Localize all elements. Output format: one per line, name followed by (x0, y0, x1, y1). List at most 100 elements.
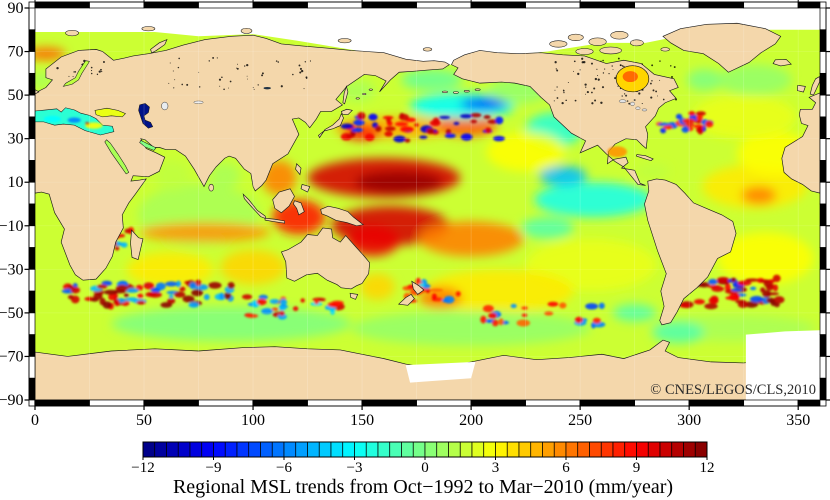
colorbar-cell (448, 441, 461, 458)
colorbar-cell (365, 441, 379, 458)
x-tick-label: 300 (677, 412, 701, 429)
eddy-acc-indian (258, 294, 269, 300)
frame-segment-right (819, 138, 827, 161)
y-tick-label: −90 (0, 392, 24, 409)
lake-dot (657, 95, 658, 97)
eddy-agulhas (203, 294, 210, 301)
island-arctic-island (575, 48, 594, 55)
eddy-kuroshio (426, 128, 435, 135)
marginal-sea-blobs (43, 115, 628, 158)
eddy-acc-indian (325, 306, 337, 311)
island-aleutians (442, 90, 448, 93)
colorbar-cell (683, 441, 696, 458)
land-new-guinea (320, 205, 364, 227)
eddy-agulhas (176, 280, 181, 288)
colorbar-cell (142, 441, 156, 458)
lake-dot (602, 59, 604, 62)
eddy-gulf-stream (688, 111, 696, 116)
lake-dot (198, 86, 201, 88)
frame-segment-bottom (361, 399, 417, 407)
y-axis: 90 70 50 30 10 −10 −30 −50 −70 −90 (0, 0, 830, 409)
y-tick-label: −70 (0, 348, 24, 365)
lake-dot (298, 64, 301, 67)
colorbar-cell (260, 441, 273, 458)
eddy-agulhas (168, 294, 174, 299)
lake-dot (565, 99, 567, 101)
ocean-feature-okhotsk-sea (340, 79, 376, 102)
water-great-lake (635, 106, 641, 110)
eddy-kuroshio (404, 138, 411, 143)
eddy-brazil-malvinas (729, 293, 739, 301)
lake-dot (641, 102, 643, 105)
ocean-feature-south-atlantic (717, 232, 814, 285)
eddy-kuroshio (493, 135, 505, 142)
eddy-kuroshio (398, 113, 409, 121)
eddy-acc-pacific (592, 317, 601, 324)
x-tick-label: 0 (31, 412, 39, 429)
colorbar-cell (495, 441, 508, 458)
eddy-brazil-malvinas (766, 297, 776, 304)
eddy-gulf-stream (696, 114, 703, 121)
eddy-agulhas (227, 281, 235, 290)
frame-segment-top (34, 1, 90, 9)
colorbar-cell (471, 441, 485, 458)
ocean-feature-gulf-of-mexico-orange (607, 146, 628, 158)
lake-dot (246, 75, 248, 77)
colorbar-cell (412, 441, 426, 458)
frame-segment-right (819, 268, 827, 292)
x-tick-label: 250 (568, 412, 592, 429)
frame-segment-left (28, 247, 36, 270)
water-hudson-bay-orange (622, 71, 638, 83)
ocean-feature-med-yellow-east (85, 122, 103, 129)
frame-segment-right (819, 181, 827, 205)
island-franz-josef-land (141, 26, 156, 32)
eddy-agulhas (145, 291, 156, 298)
eddy-brazil-malvinas (730, 277, 737, 283)
lake-dot (237, 63, 239, 65)
colorbar-cell (600, 441, 614, 458)
island-kurils (368, 88, 373, 91)
land-sulawesi (293, 200, 305, 216)
frame-segment-right (819, 356, 827, 379)
ocean-feature-np-blue-streak (460, 98, 509, 110)
eddy-new-zealand (455, 291, 461, 297)
frame-segment-left (28, 290, 36, 314)
lake-dot (581, 57, 584, 60)
water-great-lake (619, 99, 627, 103)
eddy-kuroshio (460, 133, 473, 141)
eddy-agulhas (143, 282, 155, 290)
eddy-kuroshio (445, 129, 452, 135)
colorbar-cell (577, 441, 590, 458)
eddy-agulhas (208, 282, 222, 289)
frame-segment-bottom (307, 399, 363, 407)
eddy-brazil-malvinas (773, 302, 780, 308)
weddell-no-data (745, 330, 820, 400)
island-aleutians (474, 88, 481, 91)
land-novaya-zemlya (150, 38, 168, 54)
ocean-feature-arabian-sea (154, 160, 190, 191)
eddy-acc-indian (277, 313, 287, 320)
frame-segment-left (28, 225, 36, 248)
lake-dot (198, 71, 200, 73)
lake-dot (554, 61, 557, 64)
lake-dot (581, 61, 584, 64)
lake-dot (212, 56, 215, 59)
eddy-acc-pacific (544, 311, 554, 316)
eddy-agulhas (96, 284, 108, 289)
ocean-feature-sw-pacific (418, 221, 524, 257)
eddy-kuroshio (485, 127, 492, 134)
ocean-feature-ne-pacific-eddy-orange (436, 114, 498, 137)
lake-dot (651, 80, 653, 82)
frame-segment-left (28, 203, 36, 227)
eddy-brazil-malvinas (762, 290, 772, 298)
frame-segment-bottom (143, 399, 199, 407)
eddy-acc-indian (279, 310, 285, 316)
lake-dot (670, 76, 673, 79)
lake-dot (590, 62, 593, 65)
eddy-kuroshio (444, 133, 456, 139)
eddy-agulhas (179, 286, 186, 292)
lake-dot (591, 102, 594, 105)
eddy-agulhas (67, 285, 74, 289)
eddy-kuroshio (357, 112, 366, 120)
colorbar-cell (189, 441, 203, 458)
